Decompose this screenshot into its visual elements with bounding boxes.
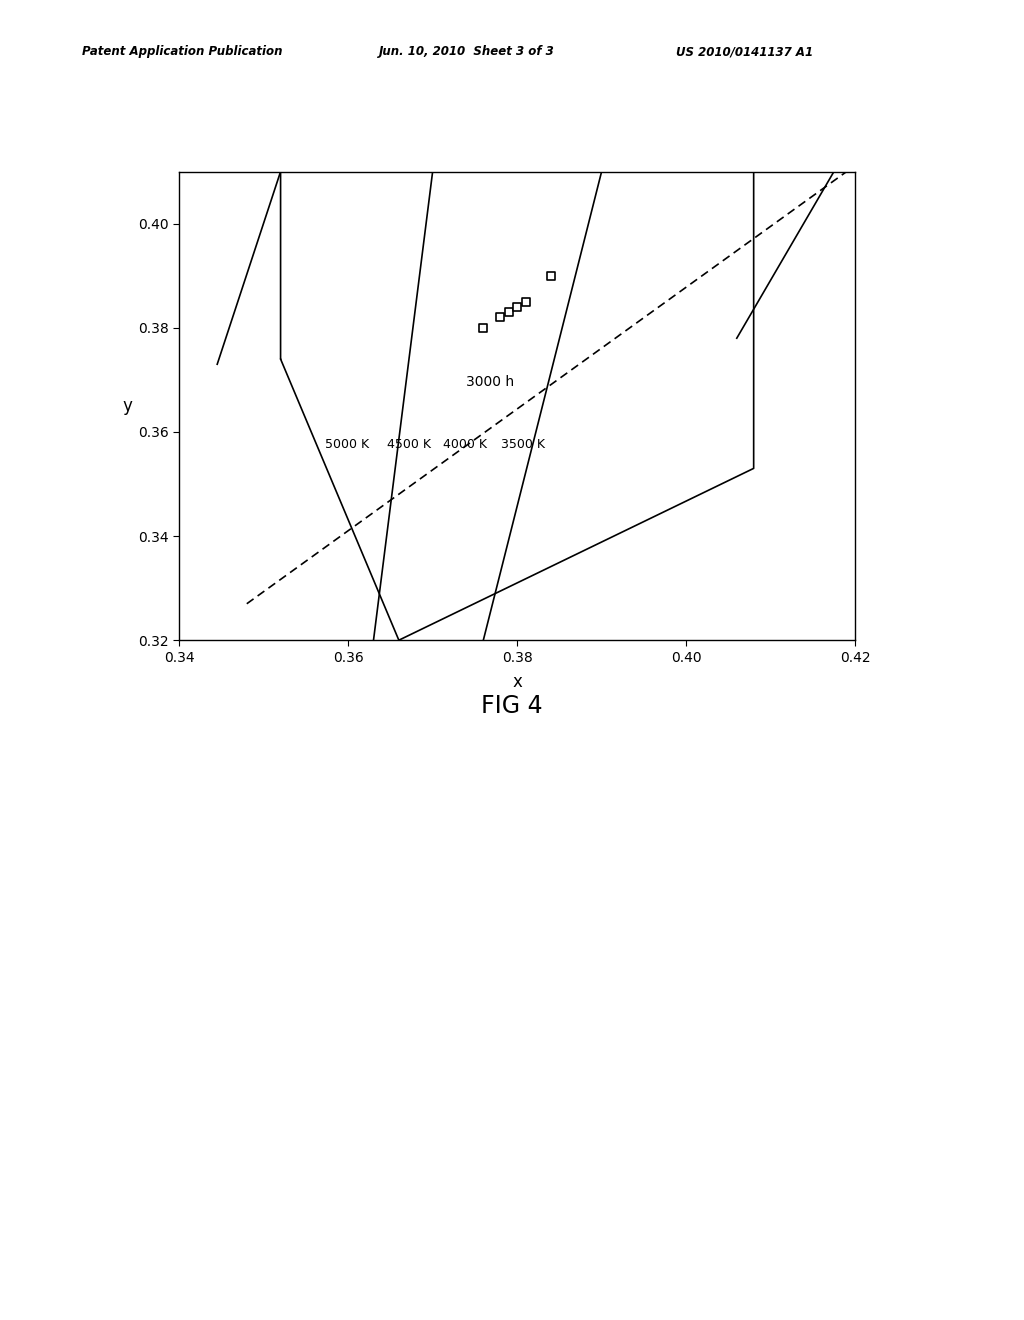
Point: [475, 317, 492, 338]
Text: US 2010/0141137 A1: US 2010/0141137 A1: [676, 45, 813, 58]
X-axis label: x: x: [512, 673, 522, 690]
Point: [501, 301, 517, 322]
Point: [509, 297, 525, 318]
Text: 3500 K: 3500 K: [501, 438, 545, 451]
Text: 4000 K: 4000 K: [442, 438, 486, 451]
Text: 4500 K: 4500 K: [387, 438, 431, 451]
Text: 3000 h: 3000 h: [466, 375, 514, 388]
Point: [492, 306, 508, 327]
Text: FIG 4: FIG 4: [481, 694, 543, 718]
Text: Patent Application Publication: Patent Application Publication: [82, 45, 283, 58]
Text: Jun. 10, 2010  Sheet 3 of 3: Jun. 10, 2010 Sheet 3 of 3: [379, 45, 555, 58]
Y-axis label: y: y: [122, 397, 132, 414]
Point: [517, 292, 534, 313]
Text: 5000 K: 5000 K: [325, 438, 369, 451]
Point: [543, 265, 559, 286]
